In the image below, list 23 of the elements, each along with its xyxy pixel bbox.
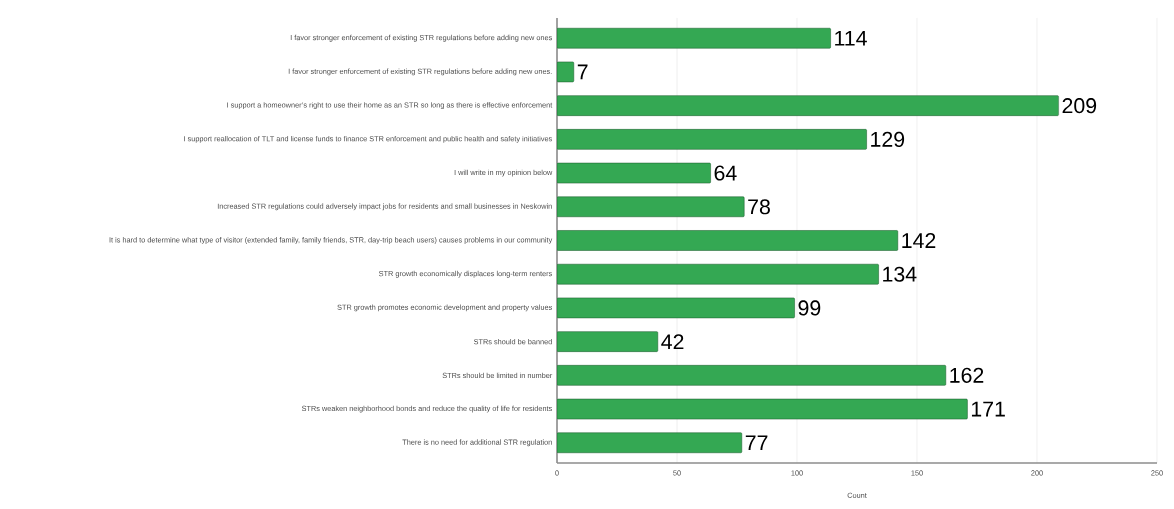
bar bbox=[557, 196, 745, 218]
data-label: 142 bbox=[902, 233, 936, 248]
data-label: 99 bbox=[798, 300, 821, 316]
data-label: 209 bbox=[1062, 98, 1097, 114]
bar bbox=[557, 230, 899, 251]
bar bbox=[557, 331, 659, 352]
data-label: 7 bbox=[577, 64, 588, 80]
bar bbox=[557, 398, 968, 420]
bar bbox=[557, 263, 879, 285]
bar bbox=[557, 95, 1059, 116]
data-label: 171 bbox=[971, 401, 1005, 417]
data-label: 134 bbox=[883, 266, 917, 282]
bar bbox=[557, 129, 867, 150]
bar bbox=[557, 365, 947, 386]
data-label: 42 bbox=[661, 334, 684, 350]
data-label: 78 bbox=[748, 199, 770, 215]
data-label: 162 bbox=[950, 367, 984, 383]
data-label: 129 bbox=[871, 131, 905, 147]
data-label: 77 bbox=[745, 435, 768, 451]
bar bbox=[557, 27, 831, 49]
bar bbox=[557, 432, 743, 454]
data-label: 64 bbox=[714, 165, 737, 181]
data-label: 114 bbox=[835, 30, 867, 46]
